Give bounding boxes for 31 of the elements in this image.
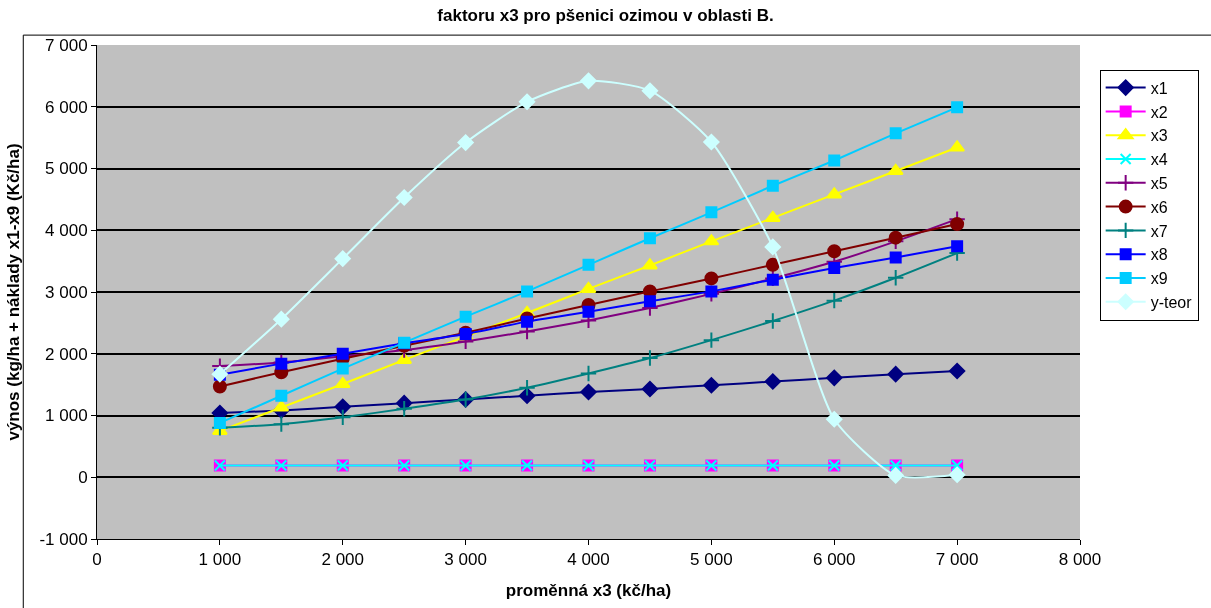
legend-label: y-teor bbox=[1150, 294, 1193, 312]
y-tick-label: 1 000 bbox=[45, 406, 88, 426]
x-tick-label: 8 000 bbox=[1058, 550, 1102, 570]
y-axis-title: výnos (kg/ha + náklady x1-x9 (Kč/ha) bbox=[3, 143, 23, 441]
legend-label: x5 bbox=[1150, 175, 1168, 193]
legend-label: x9 bbox=[1150, 270, 1168, 288]
x-tick-label: 1 000 bbox=[198, 550, 242, 570]
x-tick-label: 3 000 bbox=[444, 550, 487, 570]
y-tick-label: 7 000 bbox=[45, 35, 88, 55]
legend-label: x2 bbox=[1150, 103, 1168, 121]
legend-label: x7 bbox=[1150, 222, 1168, 240]
x-tick-label: 7 000 bbox=[935, 550, 979, 570]
y-tick-label: -1 000 bbox=[39, 529, 88, 549]
y-tick-label: 5 000 bbox=[45, 159, 88, 179]
legend-label: x8 bbox=[1150, 246, 1168, 264]
x-axis-title: proměnná x3 (kč/ha) bbox=[505, 580, 672, 600]
y-tick-label: 4 000 bbox=[45, 221, 88, 241]
legend-label: x6 bbox=[1150, 198, 1168, 216]
legend-label: x1 bbox=[1150, 79, 1168, 97]
x-tick-label: 6 000 bbox=[812, 550, 856, 570]
x-tick-label: 5 000 bbox=[690, 550, 733, 570]
legend-label: x4 bbox=[1150, 151, 1168, 169]
y-tick-label: 3 000 bbox=[45, 282, 88, 302]
legend-label: x3 bbox=[1150, 127, 1168, 145]
y-tick-label: 6 000 bbox=[45, 97, 88, 117]
chart-title: faktoru x3 pro pšenici ozimou v oblasti B. bbox=[437, 6, 774, 26]
y-tick-label: 0 bbox=[78, 468, 88, 488]
x-tick-label: 4 000 bbox=[567, 550, 610, 570]
x-tick-label: 0 bbox=[92, 550, 102, 570]
x-tick-label: 2 000 bbox=[321, 550, 365, 570]
y-tick-label: 2 000 bbox=[45, 344, 88, 364]
